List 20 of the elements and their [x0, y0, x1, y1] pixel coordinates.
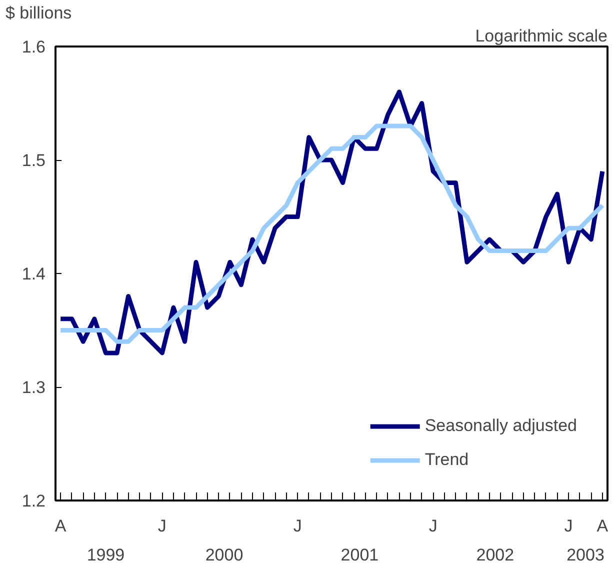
- legend-label: Seasonally adjusted: [424, 416, 577, 436]
- x-tick-label: A: [596, 516, 609, 536]
- y-tick-label: 1.5: [22, 151, 46, 170]
- text: 1999: [86, 546, 125, 563]
- y-axis-title: $ billions: [6, 4, 72, 22]
- x-tick-label: A: [54, 516, 67, 536]
- y-tick-label: 1.4: [22, 264, 46, 284]
- text: Logarithmic scale: [475, 26, 608, 46]
- x-tick-label: J: [428, 516, 438, 536]
- y-tick-label: 1.3: [22, 378, 46, 397]
- x-tick-label: J: [564, 516, 573, 536]
- text: 2002: [476, 546, 514, 563]
- text: 2001: [340, 546, 379, 563]
- text: 2003: [566, 546, 604, 563]
- x-tick-label: J: [158, 516, 166, 536]
- y-tick-label: 1.2: [22, 492, 46, 510]
- text: 2000: [205, 546, 244, 563]
- x-tick-label: J: [293, 516, 302, 536]
- legend-label: Trend: [424, 450, 469, 470]
- y-tick-label: 1.6: [22, 38, 46, 56]
